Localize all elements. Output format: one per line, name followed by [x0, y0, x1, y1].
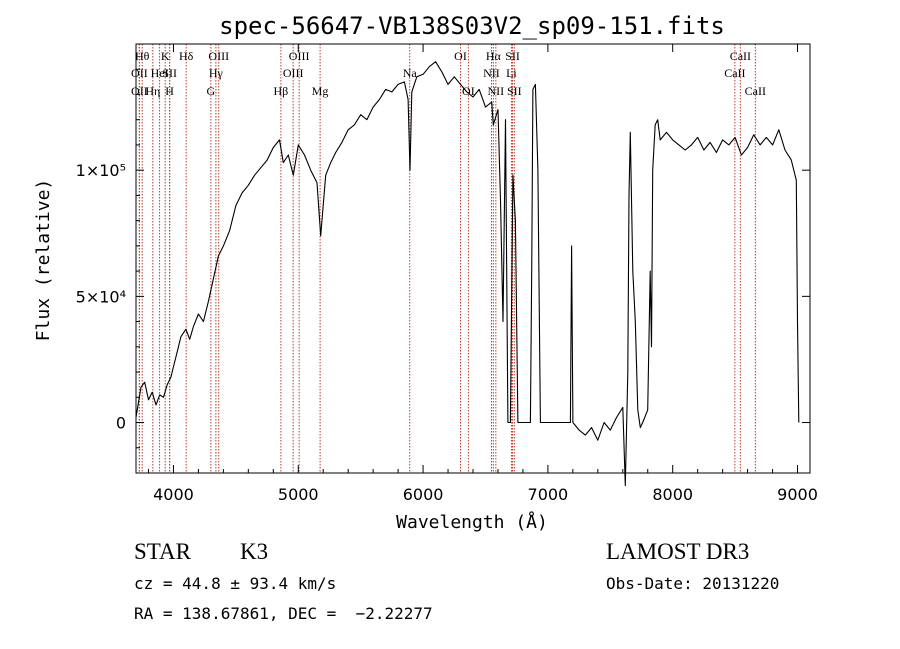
line-marker-label-10: Hγ: [209, 66, 224, 80]
y-tick-label-0: 0: [116, 414, 126, 433]
y-axis-ticks: 0 5×10⁴ 1×10⁵: [76, 68, 810, 449]
line-marker-label-25: CaII: [724, 66, 745, 80]
line-marker-label-9: G: [207, 84, 216, 98]
x-axis-ticks: 4000 5000 6000 7000 8000 9000: [147, 44, 818, 504]
line-marker-labels: HθOIIOIIHηHeIKHSIIHδGHγOIIIHβOIIIOIIIMgN…: [131, 49, 766, 98]
x-tick-label-3: 7000: [528, 485, 569, 504]
line-marker-label-2: OII: [131, 84, 148, 98]
line-markers: [138, 44, 756, 473]
line-marker-label-19: NII: [483, 66, 500, 80]
line-marker-label-13: OIII: [283, 66, 304, 80]
line-marker-label-26: CaII: [730, 49, 751, 63]
x-tick-label-4: 8000: [652, 485, 693, 504]
plot-frame: [135, 43, 811, 474]
y-tick-label-2: 1×10⁵: [76, 161, 126, 180]
line-marker-label-15: Mg: [312, 84, 329, 98]
line-marker-label-16: Na: [403, 66, 418, 80]
survey-name: LAMOST DR3: [606, 539, 749, 564]
x-tick-label-0: 4000: [153, 485, 194, 504]
line-marker-label-17: OI: [454, 49, 467, 63]
line-marker-label-14: OIII: [289, 49, 310, 63]
line-marker-label-21: NII: [488, 84, 505, 98]
line-marker-label-7: SII: [162, 66, 177, 80]
coordinates: RA = 138.67861, DEC = −2.22277: [134, 604, 433, 623]
chart-title: spec-56647-VB138S03V2_sp09-151.fits: [219, 12, 725, 40]
observation-date: Obs-Date: 20131220: [606, 574, 779, 593]
line-marker-label-27: CaII: [745, 84, 766, 98]
line-marker-label-1: OII: [131, 66, 148, 80]
line-marker-label-6: H: [165, 84, 174, 98]
line-marker-label-22: Li: [506, 66, 517, 80]
y-tick-label-1: 5×10⁴: [76, 287, 126, 306]
object-subclass: K3: [240, 539, 268, 564]
line-marker-label-4: HeI: [151, 66, 169, 80]
y-axis-label: Flux (relative): [33, 179, 54, 342]
line-marker-label-18: OI: [462, 84, 475, 98]
x-axis-label: Wavelength (Å): [396, 511, 548, 533]
x-tick-label-2: 6000: [403, 485, 444, 504]
spectrum-series: [135, 61, 800, 487]
line-marker-label-5: K: [161, 49, 170, 63]
x-tick-label-1: 5000: [278, 485, 319, 504]
line-marker-label-12: Hβ: [274, 84, 289, 98]
x-tick-label-5: 9000: [777, 485, 818, 504]
line-marker-label-3: Hη: [145, 84, 160, 98]
line-marker-label-11: OIII: [208, 49, 229, 63]
spectrum-line-0: [135, 61, 800, 487]
line-marker-label-24: SII: [507, 84, 522, 98]
redshift-velocity: cz = 44.8 ± 93.4 km/s: [134, 574, 336, 593]
line-marker-label-20: Hα: [486, 49, 502, 63]
line-marker-label-0: Hθ: [135, 49, 150, 63]
line-marker-label-23: SII: [505, 49, 520, 63]
line-marker-label-8: Hδ: [179, 49, 194, 63]
object-class: STAR: [134, 539, 192, 564]
